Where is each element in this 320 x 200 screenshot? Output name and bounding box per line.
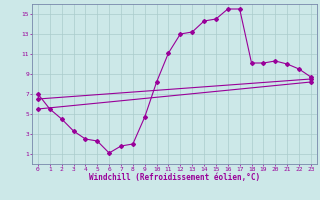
X-axis label: Windchill (Refroidissement éolien,°C): Windchill (Refroidissement éolien,°C) [89, 173, 260, 182]
